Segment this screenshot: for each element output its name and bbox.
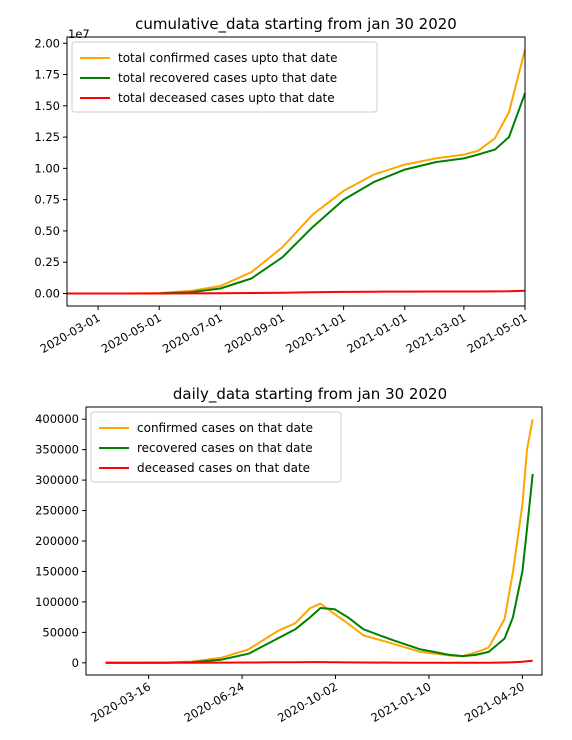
cumulative-y-tick-label-6: 1.50 [34, 99, 60, 113]
cumulative-x-tick-label-4: 2020-11-01 [283, 310, 348, 356]
cumulative-x-axis: 2020-03-012020-05-012020-07-012020-09-01… [38, 306, 530, 356]
cumulative-x-tick-label-6: 2021-03-01 [403, 310, 468, 356]
legend-label-recovered: total recovered cases upto that date [118, 71, 337, 85]
cumulative-x-tick-label-5: 2021-01-01 [344, 310, 409, 356]
cumulative-y-tick-label-0: 0.00 [34, 286, 60, 300]
daily-y-tick-label-8: 400000 [35, 412, 79, 426]
daily-x-tick-label-1: 2020-06-24 [182, 679, 247, 725]
cumulative-chart-title: cumulative_data starting from jan 30 202… [135, 15, 457, 34]
cumulative-x-tick-label-3: 2020-09-01 [222, 310, 287, 356]
daily-x-axis: 2020-03-16 2020-06-24 2020-10-02 2021-01-10… [88, 675, 527, 725]
cumulative-x-tick-label-2: 2020-07-01 [160, 310, 225, 356]
cumulative-y-axis: 0.00 0.25 0.50 0.75 1.00 1.25 1.50 1.75 2.00 [34, 36, 67, 300]
daily-y-axis: 0 50000 100000 150000 200000 250000 300000 3500… [35, 412, 86, 670]
daily-x-tick-label-2: 2020-10-02 [275, 679, 340, 725]
daily-chart: daily_data starting from jan 30 2020 0 50… [35, 385, 543, 725]
daily-y-tick-label-4: 200000 [35, 534, 79, 548]
daily-y-tick-label-3: 150000 [35, 564, 79, 578]
cumulative-chart-exponent: 1e7 [68, 27, 90, 41]
cumulative-y-tick-label-2: 0.50 [34, 224, 60, 238]
legend-label-confirmed: total confirmed cases upto that date [118, 51, 338, 65]
daily-y-tick-label-7: 350000 [35, 443, 79, 457]
cumulative-y-tick-label-5: 1.25 [34, 130, 60, 144]
cumulative-series-group [67, 49, 526, 295]
daily-y-tick-label-5: 250000 [35, 504, 79, 518]
cumulative-y-tick-label-1: 0.25 [34, 255, 60, 269]
cumulative-chart: cumulative_data starting from jan 30 202… [34, 15, 529, 356]
daily-series-line-0 [105, 419, 534, 664]
cumulative-x-tick-label-7: 2021-05-01 [465, 310, 530, 356]
daily-y-tick-label-6: 300000 [35, 473, 79, 487]
daily-legend-box [90, 411, 342, 483]
cumulative-series-line-2 [67, 289, 526, 295]
daily-series-group [105, 419, 534, 664]
cumulative-x-tick-label-0: 2020-03-01 [38, 310, 103, 356]
daily-legend: confirmed cases on that date recovered c… [90, 411, 342, 483]
cumulative-series-line-1 [67, 92, 526, 295]
cumulative-y-tick-label-7: 1.75 [34, 68, 60, 82]
cumulative-plot-frame [66, 36, 526, 307]
daily-x-tick-label-4: 2021-04-20 [462, 679, 527, 725]
daily-x-tick-label-0: 2020-03-16 [88, 679, 153, 725]
cumulative-legend-box [71, 41, 378, 113]
daily-chart-title: daily_data starting from jan 30 2020 [173, 385, 447, 404]
daily-series-line-2 [105, 659, 533, 664]
cumulative-y-tick-label-3: 0.75 [34, 193, 60, 207]
daily-y-tick-label-0: 0 [72, 656, 79, 670]
cumulative-y-tick-label-8: 2.00 [34, 36, 60, 50]
daily-legend-label-confirmed: confirmed cases on that date [137, 421, 313, 435]
cumulative-x-tick-label-1: 2020-05-01 [99, 310, 164, 356]
daily-legend-label-recovered: recovered cases on that date [137, 441, 313, 455]
daily-x-tick-label-3: 2021-01-10 [369, 679, 434, 725]
daily-y-tick-label-1: 50000 [42, 625, 79, 639]
daily-y-tick-label-2: 100000 [35, 595, 79, 609]
cumulative-y-tick-label-4: 1.00 [34, 161, 60, 175]
legend-label-deceased: total deceased cases upto that date [118, 91, 335, 105]
cumulative-legend: total confirmed cases upto that date tot… [71, 41, 378, 113]
daily-series-line-1 [105, 473, 534, 664]
daily-legend-label-deceased: deceased cases on that date [137, 461, 310, 475]
